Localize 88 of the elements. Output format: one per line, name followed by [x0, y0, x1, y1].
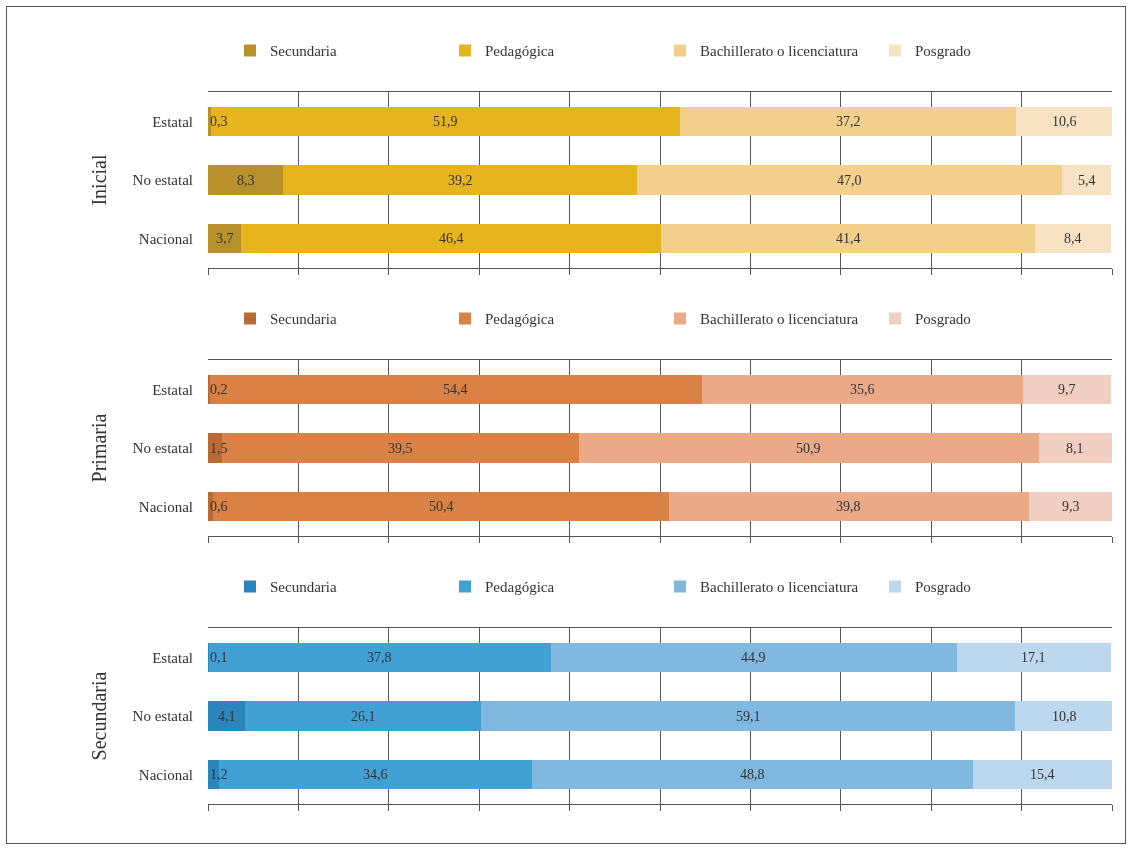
bar: [972, 760, 1112, 790]
legend-label: Pedagógica: [485, 579, 555, 596]
bar: [1023, 374, 1112, 404]
data-label: 8,4: [1064, 231, 1082, 246]
data-label: 1,2: [210, 767, 228, 782]
bar: [210, 106, 680, 136]
legend-label: Bachillerato o licenciatura: [700, 579, 859, 596]
y-tick-label: Estatal: [152, 381, 193, 398]
data-label: 39,5: [388, 441, 413, 456]
bar: [1062, 165, 1112, 195]
y-tick-label: Estatal: [152, 649, 193, 666]
data-label: 1,5: [210, 441, 228, 456]
bar: [637, 165, 1063, 195]
y-tick-label: Nacional: [138, 230, 193, 247]
data-label: 37,8: [367, 650, 392, 665]
data-label: 46,4: [439, 231, 464, 246]
bar: [550, 642, 957, 672]
data-label: 5,4: [1078, 173, 1096, 188]
bar: [669, 492, 1029, 522]
bar: [1016, 106, 1112, 136]
legend-label: Posgrado: [915, 43, 971, 60]
data-label: 3,7: [216, 231, 234, 246]
data-label: 50,9: [796, 441, 821, 456]
data-label: 15,4: [1030, 767, 1055, 782]
legend-label: Bachillerato o licenciatura: [700, 43, 859, 60]
data-label: 0,6: [210, 499, 228, 514]
bar: [208, 701, 246, 731]
y-tick-label: Estatal: [152, 113, 193, 130]
data-label: 41,4: [836, 231, 861, 246]
data-label: 9,7: [1058, 382, 1076, 397]
data-label: 4,1: [218, 709, 236, 724]
bar: [209, 374, 702, 404]
y-tick-label: No estatal: [132, 440, 193, 457]
y-tick-label: Nacional: [138, 766, 193, 783]
data-label: 51,9: [433, 114, 458, 129]
data-label: 34,6: [363, 767, 388, 782]
data-label: 54,4: [443, 382, 468, 397]
data-label: 44,9: [741, 650, 766, 665]
data-label: 50,4: [429, 499, 454, 514]
data-label: 0,3: [210, 114, 228, 129]
bar: [1028, 492, 1112, 522]
bar: [956, 642, 1112, 672]
data-label: 8,1: [1066, 441, 1084, 456]
bar: [1035, 224, 1112, 254]
legend-label: Secundaria: [270, 43, 337, 60]
data-label: 0,2: [210, 382, 228, 397]
bar: [660, 224, 1036, 254]
bar: [701, 374, 1024, 404]
legend-label: Posgrado: [915, 311, 971, 328]
data-label: 26,1: [351, 709, 376, 724]
legend-label: Pedagógica: [485, 311, 555, 328]
bar: [1038, 433, 1112, 463]
data-label: 9,3: [1062, 499, 1080, 514]
bar: [208, 165, 284, 195]
data-label: 0,1: [210, 650, 228, 665]
y-axis-title: Primaria: [88, 413, 111, 483]
bar: [208, 106, 211, 136]
bar: [481, 701, 1016, 731]
data-label: 39,2: [448, 173, 473, 188]
data-label: 10,6: [1052, 114, 1077, 129]
data-label: 47,0: [837, 173, 862, 188]
bar: [245, 701, 482, 731]
bar: [679, 106, 1017, 136]
legend-label: Bachillerato o licenciatura: [700, 311, 859, 328]
bar: [241, 224, 661, 254]
bar: [208, 642, 551, 672]
y-tick-label: No estatal: [132, 708, 193, 725]
bar: [1015, 701, 1112, 731]
bar: [531, 760, 973, 790]
legend-label: Secundaria: [270, 311, 337, 328]
data-label: 10,8: [1052, 709, 1077, 724]
legend-label: Pedagógica: [485, 43, 555, 60]
data-label: 35,6: [850, 382, 875, 397]
y-axis-title: Inicial: [88, 154, 111, 206]
legend-label: Posgrado: [915, 579, 971, 596]
y-tick-label: Nacional: [138, 498, 193, 515]
data-label: 37,2: [836, 114, 861, 129]
bar: [283, 165, 638, 195]
bar: [208, 224, 242, 254]
data-label: 17,1: [1021, 650, 1046, 665]
y-axis-title: Secundaria: [88, 671, 111, 761]
data-label: 8,3: [237, 173, 255, 188]
legend-label: Secundaria: [270, 579, 337, 596]
data-label: 39,8: [836, 499, 861, 514]
bar: [578, 433, 1039, 463]
data-label: 48,8: [740, 767, 765, 782]
y-tick-label: No estatal: [132, 172, 193, 189]
data-label: 59,1: [736, 709, 761, 724]
